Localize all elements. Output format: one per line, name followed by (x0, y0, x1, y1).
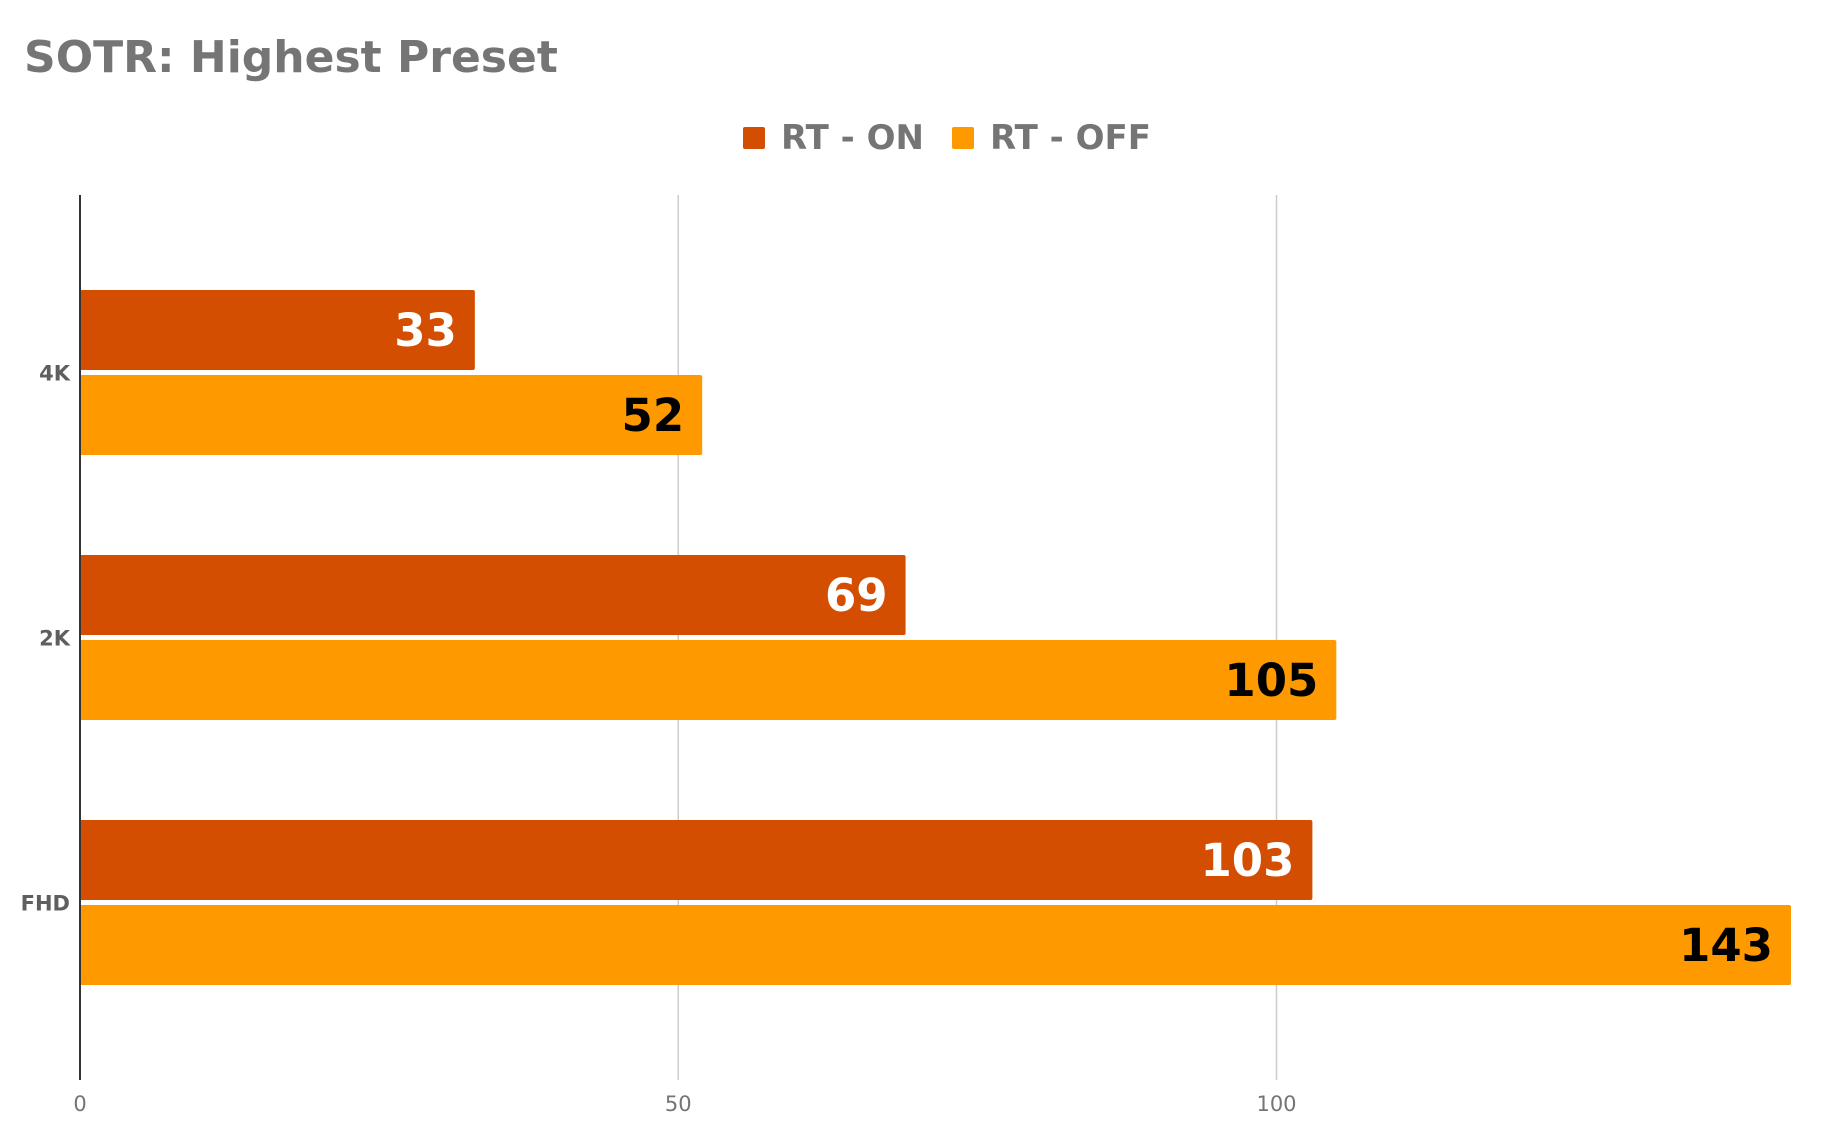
data-labels: 33 52 69 105 103 143 (394, 304, 1773, 972)
category-label-fhd: FHD (21, 892, 70, 916)
data-label: 52 (622, 389, 685, 442)
x-tick-label: 100 (1256, 1092, 1296, 1116)
bar-fhd-rt-off (80, 905, 1791, 985)
x-tick-labels: 0 50 100 (73, 1092, 1296, 1116)
x-tick-label: 50 (665, 1092, 692, 1116)
legend-swatch-rt-on (743, 127, 765, 149)
bar-fhd-rt-on (80, 820, 1313, 900)
data-label: 105 (1224, 654, 1318, 707)
legend-label-rt-off: RT - OFF (990, 118, 1151, 158)
legend-label-rt-on: RT - ON (781, 118, 924, 158)
bar-2k-rt-off (80, 640, 1337, 720)
category-labels: 4K 2K FHD (21, 362, 71, 916)
legend-swatch-rt-off (952, 127, 974, 149)
bar-4k-rt-off (80, 375, 703, 455)
legend: RT - ON RT - OFF (743, 118, 1151, 158)
chart-title: SOTR: Highest Preset (24, 32, 558, 83)
bar-4k-rt-on (80, 290, 475, 370)
x-tick-label: 0 (73, 1092, 86, 1116)
data-label: 69 (825, 569, 888, 622)
category-label-4k: 4K (39, 362, 71, 386)
category-label-2k: 2K (39, 627, 71, 651)
data-label: 103 (1200, 834, 1294, 887)
data-label: 33 (394, 304, 457, 357)
bar-2k-rt-on (80, 555, 906, 635)
bars (80, 290, 1791, 985)
data-label: 143 (1679, 919, 1773, 972)
